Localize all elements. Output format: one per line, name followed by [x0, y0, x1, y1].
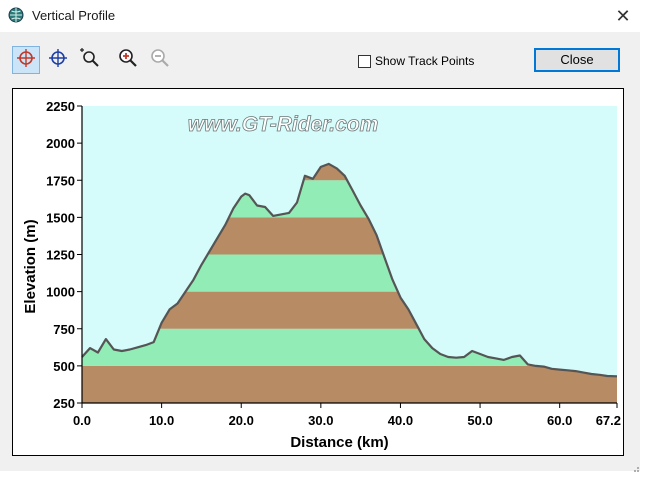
- title-bar: Vertical Profile ✕: [0, 0, 650, 32]
- elevation-band: [82, 365, 617, 403]
- watermark-text: www.GT-Rider.com: [188, 113, 379, 136]
- toolbar: [0, 32, 640, 82]
- y-tick-label: 1000: [46, 285, 75, 300]
- crosshair-blue-button[interactable]: [44, 46, 72, 74]
- elevation-profile-chart: www.GT-Rider.com 250 500 750 1000 1250 1500 175…: [22, 99, 621, 451]
- show-track-points-checkbox[interactable]: Show Track Points: [358, 52, 474, 70]
- x-tick-label: 60.0: [547, 413, 572, 428]
- y-tick-label: 2250: [46, 99, 75, 114]
- profile-line: [81, 162, 618, 378]
- y-tick-label: 750: [53, 322, 75, 337]
- y-tick-label: 250: [53, 396, 75, 411]
- y-tick-label: 500: [53, 359, 75, 374]
- window-close-icon[interactable]: ✕: [615, 6, 631, 26]
- zoom-out-button[interactable]: [146, 46, 174, 74]
- chart-frame: www.GT-Rider.com 250 500 750 1000 1250 1500 175…: [12, 88, 624, 456]
- crosshair-red-button[interactable]: [12, 46, 40, 74]
- x-tick-label: 20.0: [229, 413, 254, 428]
- x-tick-label: 0.0: [73, 413, 91, 428]
- zoom-in-button[interactable]: [114, 46, 142, 74]
- zoom-out-icon: [149, 47, 171, 74]
- crosshair-blue-icon: [47, 47, 69, 74]
- globe-app-icon: [8, 7, 24, 23]
- checkbox-box[interactable]: [358, 54, 371, 68]
- y-axis-title: Elevation (m): [22, 219, 39, 313]
- zoom-region-button[interactable]: [76, 46, 104, 74]
- x-tick-label: 30.0: [308, 413, 333, 428]
- y-tick-label: 1500: [46, 210, 75, 225]
- x-tick-label: 10.0: [149, 413, 174, 428]
- close-button[interactable]: Close: [534, 48, 620, 72]
- y-tick-label: 1750: [46, 173, 75, 188]
- show-track-points-label: Show Track Points: [375, 54, 475, 68]
- window-title: Vertical Profile: [32, 8, 116, 23]
- x-tick-label: 67.2: [596, 413, 621, 428]
- zoom-region-icon: [79, 47, 101, 74]
- zoom-in-icon: [117, 47, 139, 74]
- y-tick-label: 1250: [46, 248, 75, 263]
- x-tick-label: 40.0: [388, 413, 413, 428]
- window-edge: [640, 32, 650, 471]
- crosshair-red-icon: [15, 47, 37, 74]
- x-tick-label: 50.0: [467, 413, 492, 428]
- x-axis-title: Distance (km): [290, 434, 388, 451]
- resize-grip-icon[interactable]: [630, 460, 640, 472]
- y-tick-label: 2000: [46, 136, 75, 151]
